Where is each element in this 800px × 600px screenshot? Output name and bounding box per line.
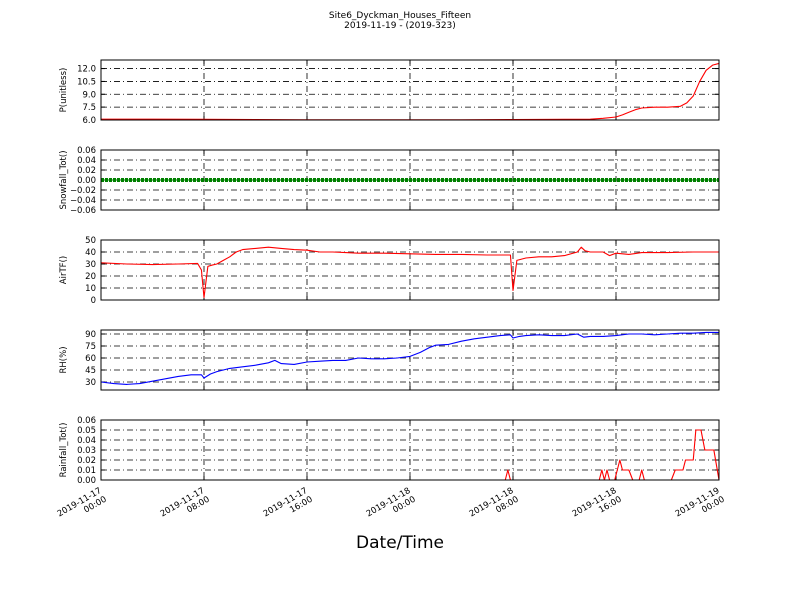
panel-3-y-tick-label: 10 bbox=[85, 284, 96, 294]
panel-2-y-tick-label: 0.06 bbox=[77, 146, 96, 156]
panel-4-y-tick-label: 75 bbox=[85, 342, 96, 352]
panel-2-y-tick-label: 0.04 bbox=[77, 156, 96, 166]
panel-1-y-tick-label: 10.5 bbox=[77, 77, 96, 87]
panel-1-y-tick-label: 9.0 bbox=[82, 90, 96, 100]
panel-3-y-tick-label: 20 bbox=[85, 272, 96, 282]
x-tick-label: 2019-11-1816:00 bbox=[571, 486, 624, 528]
figure-title: Site6_Dyckman_Houses_Fifteen bbox=[328, 11, 472, 21]
panel-3-y-axis-label: AirTF() bbox=[59, 256, 69, 284]
panel-5-frame bbox=[100, 419, 720, 481]
panel-2-y-tick-label: −0.06 bbox=[70, 206, 96, 216]
panel-4-y-tick-label: 45 bbox=[85, 366, 96, 376]
panel-1-frame bbox=[100, 59, 720, 121]
panel-1-y-tick-label: 6.0 bbox=[82, 116, 96, 126]
x-tick-label: 2019-11-1808:00 bbox=[468, 486, 521, 528]
x-axis-label: Date/Time bbox=[356, 533, 444, 553]
panel-4-y-tick-label: 90 bbox=[85, 330, 96, 340]
panel-3-y-tick-label: 30 bbox=[85, 260, 96, 270]
panel-3-y-tick-label: 50 bbox=[85, 236, 96, 246]
panel-2-frame bbox=[100, 149, 720, 211]
panel-4-frame bbox=[100, 329, 720, 391]
panel-2-y-tick-label: −0.04 bbox=[70, 196, 96, 206]
panel-3-y-tick-label: 40 bbox=[85, 248, 96, 258]
panel-5-y-tick-label: 0.02 bbox=[77, 456, 96, 466]
panel-4-series-line bbox=[100, 331, 719, 385]
panel-1-y-axis-label: P(unitless) bbox=[59, 68, 69, 113]
panel-5-y-tick-label: 0.06 bbox=[77, 416, 96, 426]
x-tick-label: 2019-11-1708:00 bbox=[159, 486, 212, 528]
panel-5-y-tick-label: 0.04 bbox=[77, 436, 96, 446]
panel-1-y-tick-label: 7.5 bbox=[82, 103, 96, 113]
figure-subtitle: 2019-11-19 - (2019-323) bbox=[344, 21, 456, 31]
panel-1-y-tick-label: 12.0 bbox=[77, 65, 96, 75]
x-tick-label: 2019-11-1800:00 bbox=[365, 486, 418, 528]
panel-2-y-tick-label: 0.02 bbox=[77, 166, 96, 176]
panel-5-y-tick-label: 0.01 bbox=[77, 466, 96, 476]
panel-3-frame bbox=[100, 239, 720, 301]
panel-2-y-tick-label: 0.00 bbox=[77, 176, 96, 186]
panel-4-y-axis-label: RH(%) bbox=[59, 346, 69, 373]
panel-3-series-line bbox=[100, 246, 719, 299]
panel-3-y-tick-label: 0 bbox=[91, 296, 96, 306]
panel-5-y-tick-label: 0.00 bbox=[77, 476, 96, 486]
panel-5-y-axis-label: Rainfall_Tot() bbox=[59, 423, 69, 478]
x-tick-label: 2019-11-1700:00 bbox=[56, 486, 109, 528]
panel-2-y-tick-label: −0.02 bbox=[70, 186, 96, 196]
panel-5-y-tick-label: 0.05 bbox=[77, 426, 96, 436]
panel-4-y-tick-label: 60 bbox=[85, 354, 96, 364]
panel-2-y-axis-label: Snowfall_Tot() bbox=[59, 150, 69, 209]
x-tick-label: 2019-11-1900:00 bbox=[674, 486, 727, 528]
panel-5-y-tick-label: 0.03 bbox=[77, 446, 96, 456]
panel-4-y-tick-label: 30 bbox=[85, 378, 96, 388]
x-tick-label: 2019-11-1716:00 bbox=[262, 486, 315, 528]
